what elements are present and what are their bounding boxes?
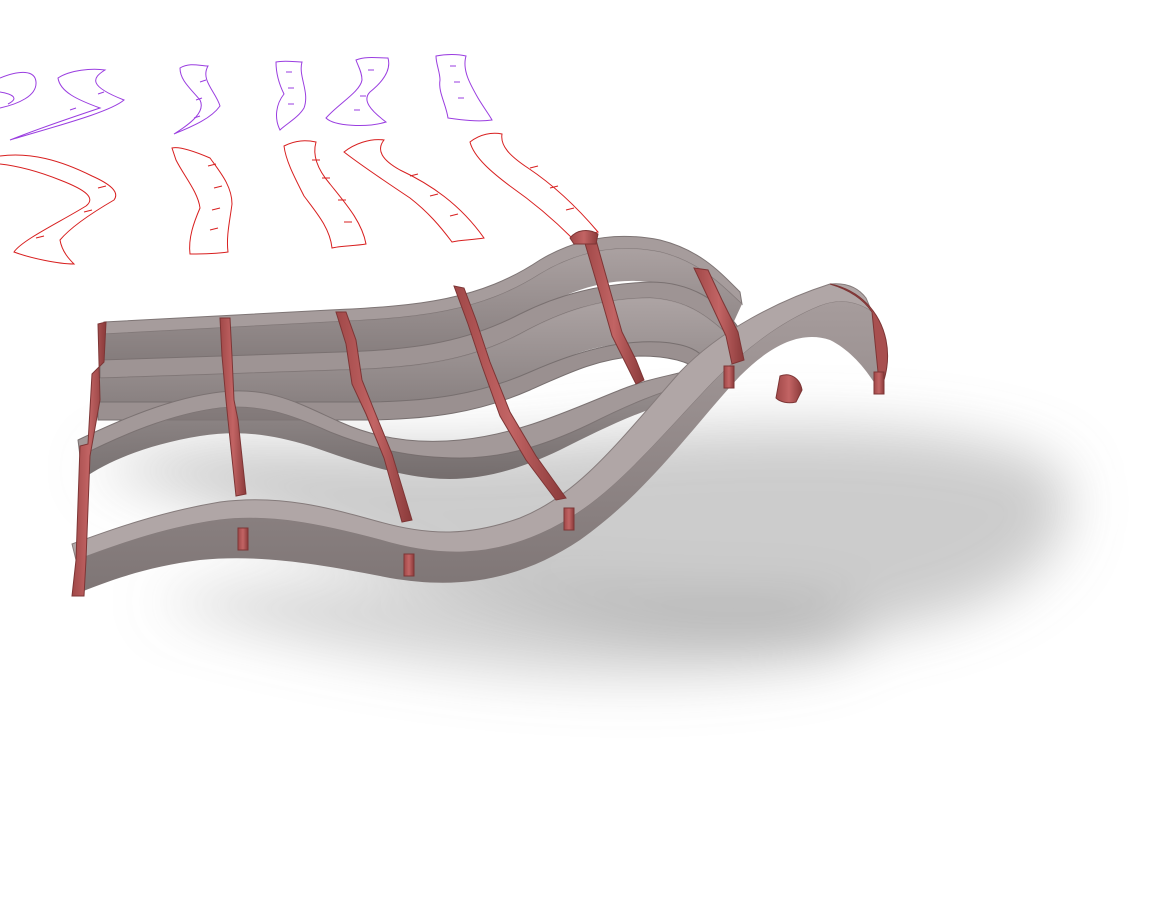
red-profile-2[interactable] [171, 147, 233, 255]
spar-2[interactable] [219, 317, 247, 497]
spar-notch-2 [403, 553, 415, 577]
purple-flat-profiles[interactable] [0, 54, 493, 141]
purple-profile-5[interactable] [325, 57, 390, 126]
purple-profile-4[interactable] [275, 60, 307, 131]
spar-rear-cap [775, 374, 803, 404]
red-profile-5[interactable] [469, 132, 599, 239]
spar-top-cap [569, 230, 599, 245]
spar-3[interactable] [335, 311, 413, 523]
purple-profile-2[interactable] [9, 68, 125, 141]
red-profile-3[interactable] [283, 140, 367, 249]
red-flat-profiles[interactable] [0, 132, 599, 265]
spar-notch-5 [873, 371, 885, 395]
waffle-structure[interactable] [71, 230, 889, 597]
spar-notch-4 [723, 365, 735, 389]
purple-profile-1[interactable] [0, 72, 37, 109]
spar-notch-3 [563, 507, 575, 531]
spar-4[interactable] [453, 285, 567, 501]
spars[interactable] [71, 230, 885, 597]
spar-5[interactable] [583, 239, 645, 385]
spar-6[interactable] [693, 267, 745, 365]
spar-1[interactable] [71, 321, 107, 597]
spar-notch-1 [237, 527, 249, 551]
purple-profile-3[interactable] [173, 64, 221, 135]
red-profile-1[interactable] [0, 154, 117, 265]
purple-profile-6[interactable] [435, 54, 493, 122]
red-profile-4[interactable] [343, 139, 485, 243]
